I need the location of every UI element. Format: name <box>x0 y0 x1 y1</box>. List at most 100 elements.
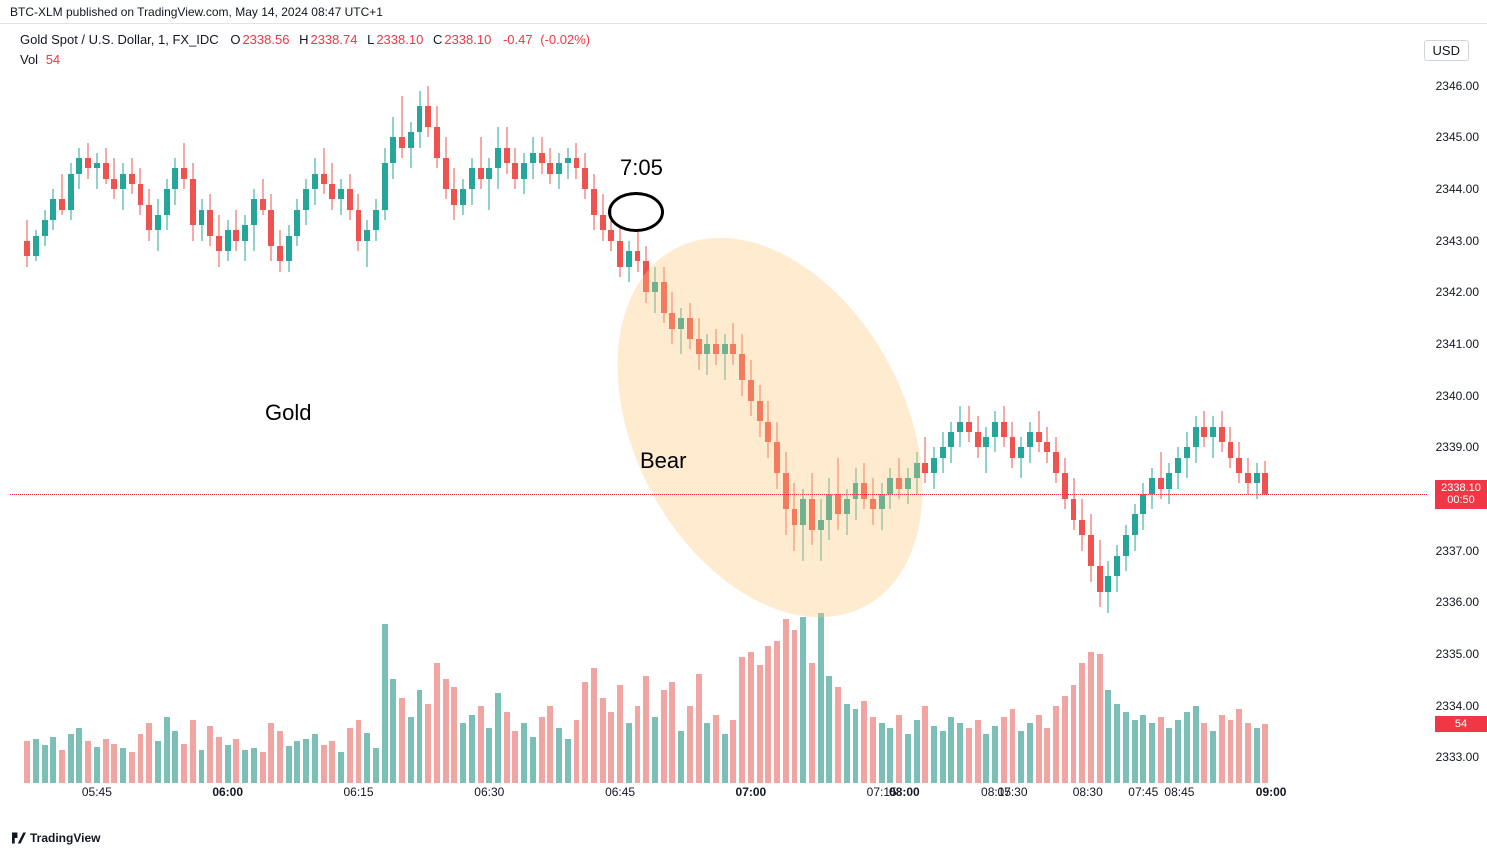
volume-bar <box>68 734 74 783</box>
volume-bar <box>1123 712 1129 783</box>
volume-bar <box>1053 706 1059 783</box>
volume-bar <box>172 731 178 784</box>
volume-bar <box>765 646 771 783</box>
volume-bar <box>983 734 989 783</box>
header-bar: BTC-XLM published on TradingView.com, Ma… <box>0 0 1487 24</box>
volume-bar <box>399 698 405 783</box>
change-pct: (-0.02%) <box>540 32 590 47</box>
volume-bar <box>85 741 91 783</box>
volume-bar <box>722 734 728 783</box>
volume-bar <box>905 734 911 783</box>
x-axis-tick: 06:00 <box>212 785 243 799</box>
volume-bar <box>59 750 65 783</box>
volume-bar <box>696 674 702 783</box>
volume-bar <box>268 723 274 783</box>
volume-bar <box>42 745 48 783</box>
volume-bar <box>783 619 789 783</box>
symbol-name: Gold Spot / U.S. Dollar, 1, FX_IDC <box>20 32 219 47</box>
volume-bar <box>879 723 885 783</box>
y-axis-tick: 2343.00 <box>1436 234 1479 248</box>
volume-bar <box>33 739 39 783</box>
volume-bar <box>460 723 466 783</box>
y-axis-tick: 2336.00 <box>1436 595 1479 609</box>
volume-bar <box>844 704 850 783</box>
y-axis-tick: 2337.00 <box>1436 544 1479 558</box>
volume-bar <box>294 741 300 783</box>
annotation-bear: Bear <box>640 448 686 474</box>
x-axis-tick: 08:00 <box>889 785 920 799</box>
volume-bar <box>861 701 867 783</box>
volume-bar <box>931 726 937 783</box>
volume-bar <box>1193 706 1199 783</box>
volume-bar <box>652 717 658 783</box>
volume-bar <box>94 747 100 783</box>
volume-bar <box>504 712 510 783</box>
y-axis-tick: 2340.00 <box>1436 389 1479 403</box>
volume-bar <box>1018 731 1024 784</box>
volume-bar <box>486 728 492 783</box>
volume-bar <box>1010 709 1016 783</box>
y-axis-tick: 2345.00 <box>1436 130 1479 144</box>
volume-bar <box>382 624 388 783</box>
volume-bar <box>1254 728 1260 783</box>
time-axis[interactable]: 05:4506:0006:1506:3006:4507:0007:1507:30… <box>10 785 1427 813</box>
volume-bar <box>76 728 82 783</box>
vol-value: 54 <box>46 52 60 67</box>
volume-bar <box>608 712 614 783</box>
tradingview-logo-icon <box>12 831 26 845</box>
volume-bar <box>739 657 745 783</box>
volume-bar <box>390 679 396 783</box>
volume-info: Vol 54 <box>20 52 60 67</box>
volume-bar <box>1132 720 1138 783</box>
x-axis-tick: 06:30 <box>474 785 504 799</box>
y-axis-tick: 2341.00 <box>1436 337 1479 351</box>
volume-bar <box>1140 715 1146 783</box>
volume-bar <box>853 709 859 783</box>
volume-bar <box>1166 728 1172 783</box>
annotation-time: 7:05 <box>620 155 663 181</box>
x-axis-tick: 08:15 <box>981 785 1011 799</box>
currency-selector[interactable]: USD <box>1424 40 1469 61</box>
last-volume-tag: 54 <box>1435 716 1487 732</box>
volume-bar <box>957 723 963 783</box>
x-axis-tick: 05:45 <box>82 785 112 799</box>
last-price-tag: 2338.1000:50 <box>1435 480 1487 509</box>
volume-bar <box>1071 685 1077 783</box>
volume-bar <box>216 737 222 783</box>
volume-bar <box>539 717 545 783</box>
volume-bar <box>50 737 56 783</box>
volume-bar <box>207 726 213 783</box>
annotation-circle <box>608 192 664 232</box>
y-axis-tick: 2335.00 <box>1436 647 1479 661</box>
volume-bar <box>1079 663 1085 783</box>
price-axis[interactable]: 2346.002345.002344.002343.002342.002341.… <box>1432 60 1487 783</box>
volume-bar <box>966 728 972 783</box>
volume-bar <box>338 752 344 783</box>
volume-bar <box>469 715 475 783</box>
volume-bar <box>425 704 431 783</box>
volume-bar <box>120 748 126 783</box>
volume-bar <box>600 698 606 783</box>
volume-bar <box>138 734 144 783</box>
volume-bar <box>1236 709 1242 783</box>
ohlc-close: 2338.10 <box>444 32 491 47</box>
volume-bar <box>530 737 536 783</box>
volume-bar <box>364 733 370 783</box>
volume-bar <box>146 723 152 783</box>
volume-bar <box>408 717 414 783</box>
volume-bar <box>713 715 719 783</box>
x-axis-tick: 08:45 <box>1164 785 1194 799</box>
volume-bar <box>286 746 292 783</box>
volume-bar <box>835 687 841 783</box>
volume-bar <box>809 663 815 783</box>
volume-bar <box>478 706 484 783</box>
volume-bar <box>922 706 928 783</box>
ohlc-open: 2338.56 <box>242 32 289 47</box>
volume-bar <box>260 752 266 783</box>
volume-bar <box>1175 720 1181 783</box>
volume-bar <box>626 723 632 783</box>
volume-bar <box>225 745 231 783</box>
volume-bar <box>242 750 248 783</box>
chart-area[interactable]: GoldBear7:05 <box>10 60 1427 783</box>
volume-bar <box>1158 717 1164 783</box>
